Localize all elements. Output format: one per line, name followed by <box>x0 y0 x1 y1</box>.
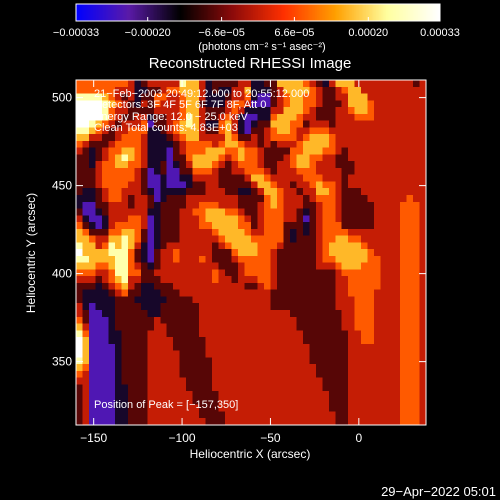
y-axis-ticks: 350 400 450 500 <box>52 91 426 369</box>
colorbar-tick-label: −0.00033 <box>53 27 99 39</box>
y-tick-label: 500 <box>52 91 72 105</box>
colorbar-tick-label: −0.00020 <box>125 27 171 39</box>
chart-title: Reconstructed RHESSI Image <box>149 55 352 72</box>
colorbar-tick-label: 0.00033 <box>420 27 460 39</box>
y-tick-label: 450 <box>52 179 72 193</box>
y-tick-label: 400 <box>52 267 72 281</box>
colorbar-tick-label: 0.00020 <box>348 27 388 39</box>
colorbar-tick-label: 6.6e−05 <box>274 27 314 39</box>
colorbar-frame <box>75 3 441 22</box>
x-tick-label: −50 <box>260 431 281 445</box>
plot-frame <box>75 79 427 426</box>
annotation-time-range: 21−Feb−2003 20:49:12.000 to 20:55:12.000 <box>94 88 309 100</box>
annotation-clean-counts: Clean Total counts: 4.83E+03 <box>94 122 238 134</box>
footer-timestamp: 29−Apr−2022 05:01 <box>381 484 496 499</box>
heatmap-image <box>76 80 426 425</box>
peak-position-label: Position of Peak = [−157,350] <box>94 399 238 411</box>
colorbar-unit-label: (photons cm⁻² s⁻¹ asec⁻²) <box>198 41 325 53</box>
info-annotations: 21−Feb−2003 20:49:12.000 to 20:55:12.000… <box>94 88 309 134</box>
y-axis-label: Heliocentric Y (arcsec) <box>24 193 38 313</box>
x-tick-label: −100 <box>169 431 196 445</box>
colorbar-tick-label: −6.6e−05 <box>198 27 245 39</box>
y-tick-label: 350 <box>52 355 72 369</box>
x-tick-label: 0 <box>355 431 362 445</box>
x-axis-label: Heliocentric X (arcsec) <box>190 447 311 461</box>
colorbar-gradient <box>76 4 440 21</box>
x-axis-ticks: −150 −100 −50 0 <box>80 80 362 445</box>
annotation-energy-range: Energy Range: 12.0 − 25.0 keV <box>94 111 248 123</box>
x-tick-label: −150 <box>80 431 107 445</box>
annotation-detectors: Detectors: 3F 4F 5F 6F 7F 8F, Att 0 <box>94 99 266 111</box>
colorbar-ticks: −0.00033 −0.00020 −6.6e−05 6.6e−05 0.00020 0.… <box>53 17 460 39</box>
